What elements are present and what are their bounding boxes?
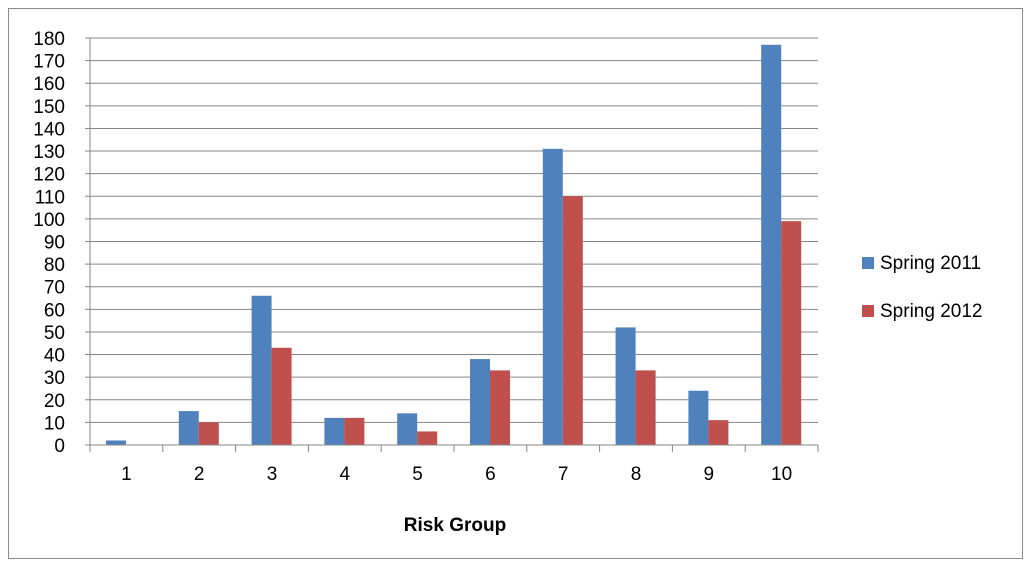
x-tick-label: 5: [412, 464, 423, 485]
bars: [106, 44, 802, 446]
bar-spring-2011: [397, 413, 418, 445]
x-tick-label: 9: [704, 464, 715, 485]
y-tick-label: 120: [33, 165, 65, 186]
legend-label: Spring 2011: [880, 253, 981, 274]
y-tick-label: 170: [33, 52, 65, 73]
y-tick-label: 80: [44, 255, 65, 276]
bar-spring-2012: [198, 422, 219, 445]
bar-spring-2011: [106, 440, 126, 445]
axes: [89, 38, 819, 452]
x-axis-title: Risk Group: [404, 515, 506, 536]
y-tick-label: 140: [33, 119, 65, 140]
y-tick-label: 0: [54, 436, 65, 457]
x-tick-label: 4: [340, 464, 351, 485]
bar-spring-2012: [562, 196, 583, 445]
bar-spring-2012: [417, 431, 438, 445]
y-tick-label: 110: [35, 187, 65, 208]
x-tick-label: 8: [631, 464, 642, 485]
chart-area: [8, 8, 1023, 559]
y-tick-label: 90: [44, 233, 65, 254]
legend-swatch: [862, 305, 874, 317]
legend-label: Spring 2012: [880, 301, 982, 322]
bar-spring-2011: [470, 359, 490, 445]
y-tick-label: 150: [33, 97, 65, 118]
bar-spring-2011: [251, 295, 272, 445]
y-tick-label: 130: [33, 142, 65, 163]
bar-spring-2012: [781, 221, 802, 445]
x-tick-labels: 1 2 3 4 5 6 7 8 9 10: [121, 464, 792, 485]
legend-swatch: [862, 257, 874, 269]
y-tick-label: 30: [44, 368, 65, 389]
bar-spring-2012: [344, 417, 365, 445]
y-tick-label: 60: [44, 300, 65, 321]
bar-spring-2011: [178, 411, 199, 445]
bar-spring-2011: [324, 417, 345, 445]
bar-spring-2012: [635, 370, 656, 445]
y-tick-label: 160: [33, 74, 65, 95]
y-tick-label: 100: [33, 210, 65, 231]
x-tick-label: 10: [771, 464, 792, 485]
bar-spring-2012: [271, 347, 292, 445]
gridlines: [85, 37, 818, 446]
legend: Spring 2011 Spring 2012: [862, 253, 982, 322]
bar-spring-2011: [761, 44, 782, 446]
y-tick-label: 70: [44, 278, 65, 299]
bar-spring-2011: [615, 327, 636, 445]
bar-spring-2011: [688, 390, 709, 445]
bar-spring-2011: [542, 148, 563, 446]
y-tick-label: 50: [44, 323, 65, 344]
y-tick-label: 40: [44, 346, 65, 367]
y-tick-labels: 0102030405060708090100110120130140150160…: [33, 29, 65, 457]
y-tick-label: 10: [44, 413, 65, 434]
x-tick-label: 6: [485, 464, 496, 485]
y-tick-label: 20: [44, 391, 65, 412]
x-tick-label: 3: [267, 464, 278, 485]
x-tick-label: 7: [558, 464, 569, 485]
y-tick-label: 180: [33, 29, 65, 50]
bar-spring-2012: [490, 370, 510, 445]
x-tick-label: 1: [121, 464, 132, 485]
x-tick-label: 2: [194, 464, 205, 485]
bar-spring-2012: [708, 420, 729, 445]
